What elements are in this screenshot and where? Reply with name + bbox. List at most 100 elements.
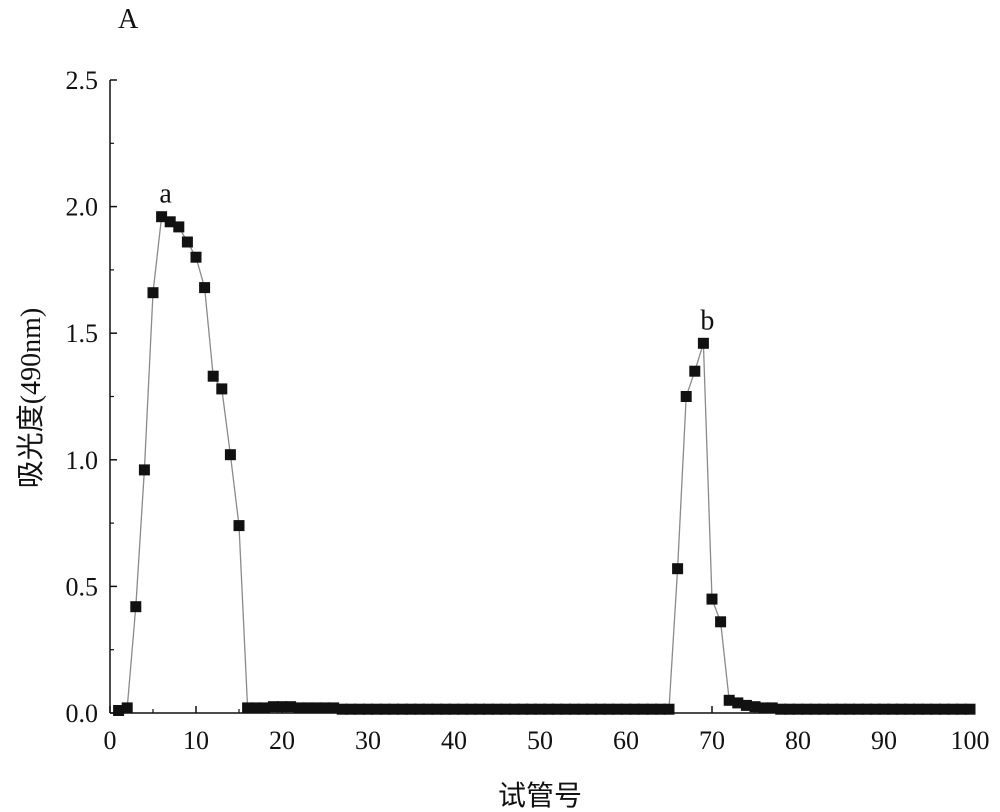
peak-label: a — [159, 179, 172, 210]
data-point — [259, 702, 271, 714]
data-point — [637, 703, 649, 715]
data-point — [869, 703, 881, 715]
data-point — [706, 593, 718, 605]
data-point — [930, 703, 942, 715]
data-point — [310, 702, 322, 714]
data-point — [508, 703, 520, 715]
y-tick-label: 2.0 — [66, 193, 99, 222]
y-axis-title: 吸光度(490nm) — [15, 308, 47, 488]
data-point — [414, 703, 426, 715]
data-point — [474, 703, 486, 715]
data-point — [680, 391, 692, 402]
peak-labels: ab — [159, 179, 714, 337]
y-tick-label: 1.5 — [66, 319, 99, 348]
data-point — [465, 703, 477, 715]
y-tick-label: 0.5 — [66, 572, 99, 601]
x-axis-ticks: 0 10 20 30 40 50 60 70 80 90 100 — [104, 706, 990, 755]
data-point — [233, 520, 245, 532]
data-point — [955, 703, 967, 715]
x-tick-label: 20 — [269, 726, 295, 755]
x-tick-label: 30 — [355, 726, 381, 755]
data-point — [328, 702, 340, 714]
axes — [109, 80, 970, 714]
data-point — [732, 697, 744, 709]
series-line — [118, 215, 970, 712]
data-point — [250, 702, 262, 714]
data-point — [353, 703, 365, 715]
data-point — [740, 699, 752, 711]
data-point — [482, 703, 494, 715]
data-point — [826, 703, 838, 715]
data-point — [199, 282, 211, 294]
data-point — [852, 703, 864, 715]
data-point — [302, 702, 314, 714]
data-point — [629, 703, 641, 715]
data-point — [336, 703, 348, 715]
data-point — [938, 703, 950, 715]
data-point — [379, 703, 391, 715]
data-point — [646, 703, 658, 715]
data-point — [818, 703, 830, 715]
data-point — [396, 703, 408, 715]
data-point — [371, 703, 383, 715]
data-point — [844, 703, 856, 715]
data-point — [156, 211, 168, 223]
data-point — [500, 703, 512, 715]
data-point — [388, 703, 400, 715]
data-point — [809, 703, 821, 715]
data-point — [285, 701, 297, 713]
data-point — [947, 703, 959, 715]
data-point — [861, 703, 873, 715]
data-point — [715, 616, 727, 628]
data-point — [551, 703, 563, 715]
data-point — [543, 703, 555, 715]
data-point — [758, 702, 770, 714]
data-point — [783, 703, 795, 715]
x-tick-label: 0 — [104, 726, 117, 755]
x-tick-label: 50 — [527, 726, 553, 755]
series-line-group — [118, 215, 970, 712]
y-tick-label: 1.0 — [66, 446, 99, 475]
data-point — [422, 703, 434, 715]
data-point — [242, 702, 254, 714]
data-point — [439, 703, 451, 715]
y-axis-ticks: 0.0 0.5 1.0 1.5 2.0 2.5 — [66, 66, 117, 728]
data-point — [766, 702, 778, 714]
peak-label: b — [700, 305, 714, 336]
data-point — [216, 383, 228, 395]
data-point — [173, 221, 185, 233]
data-point — [904, 703, 916, 715]
data-point — [801, 703, 813, 715]
x-axis-title: 试管号 — [498, 780, 582, 812]
data-point — [113, 705, 125, 716]
data-point — [586, 703, 598, 715]
y-tick-label: 2.5 — [66, 66, 99, 95]
data-point — [138, 464, 150, 476]
x-tick-label: 70 — [699, 726, 725, 755]
data-point — [181, 236, 193, 248]
data-point — [293, 702, 305, 714]
data-point — [887, 703, 899, 715]
data-point — [267, 701, 279, 713]
data-point — [895, 703, 907, 715]
data-point — [345, 703, 357, 715]
data-point — [654, 703, 666, 715]
data-point — [130, 601, 142, 613]
data-point — [672, 563, 684, 575]
x-tick-label: 40 — [441, 726, 467, 755]
data-point — [164, 216, 176, 228]
data-point — [723, 694, 735, 706]
data-point — [568, 703, 580, 715]
data-point — [594, 703, 606, 715]
data-point — [912, 703, 924, 715]
data-point — [525, 703, 537, 715]
x-tick-label: 60 — [613, 726, 639, 755]
data-point — [224, 449, 236, 461]
data-point — [457, 703, 469, 715]
data-point — [603, 703, 615, 715]
data-point — [697, 337, 709, 349]
data-point — [749, 701, 761, 713]
data-point — [319, 702, 331, 714]
x-tick-label: 90 — [871, 726, 897, 755]
